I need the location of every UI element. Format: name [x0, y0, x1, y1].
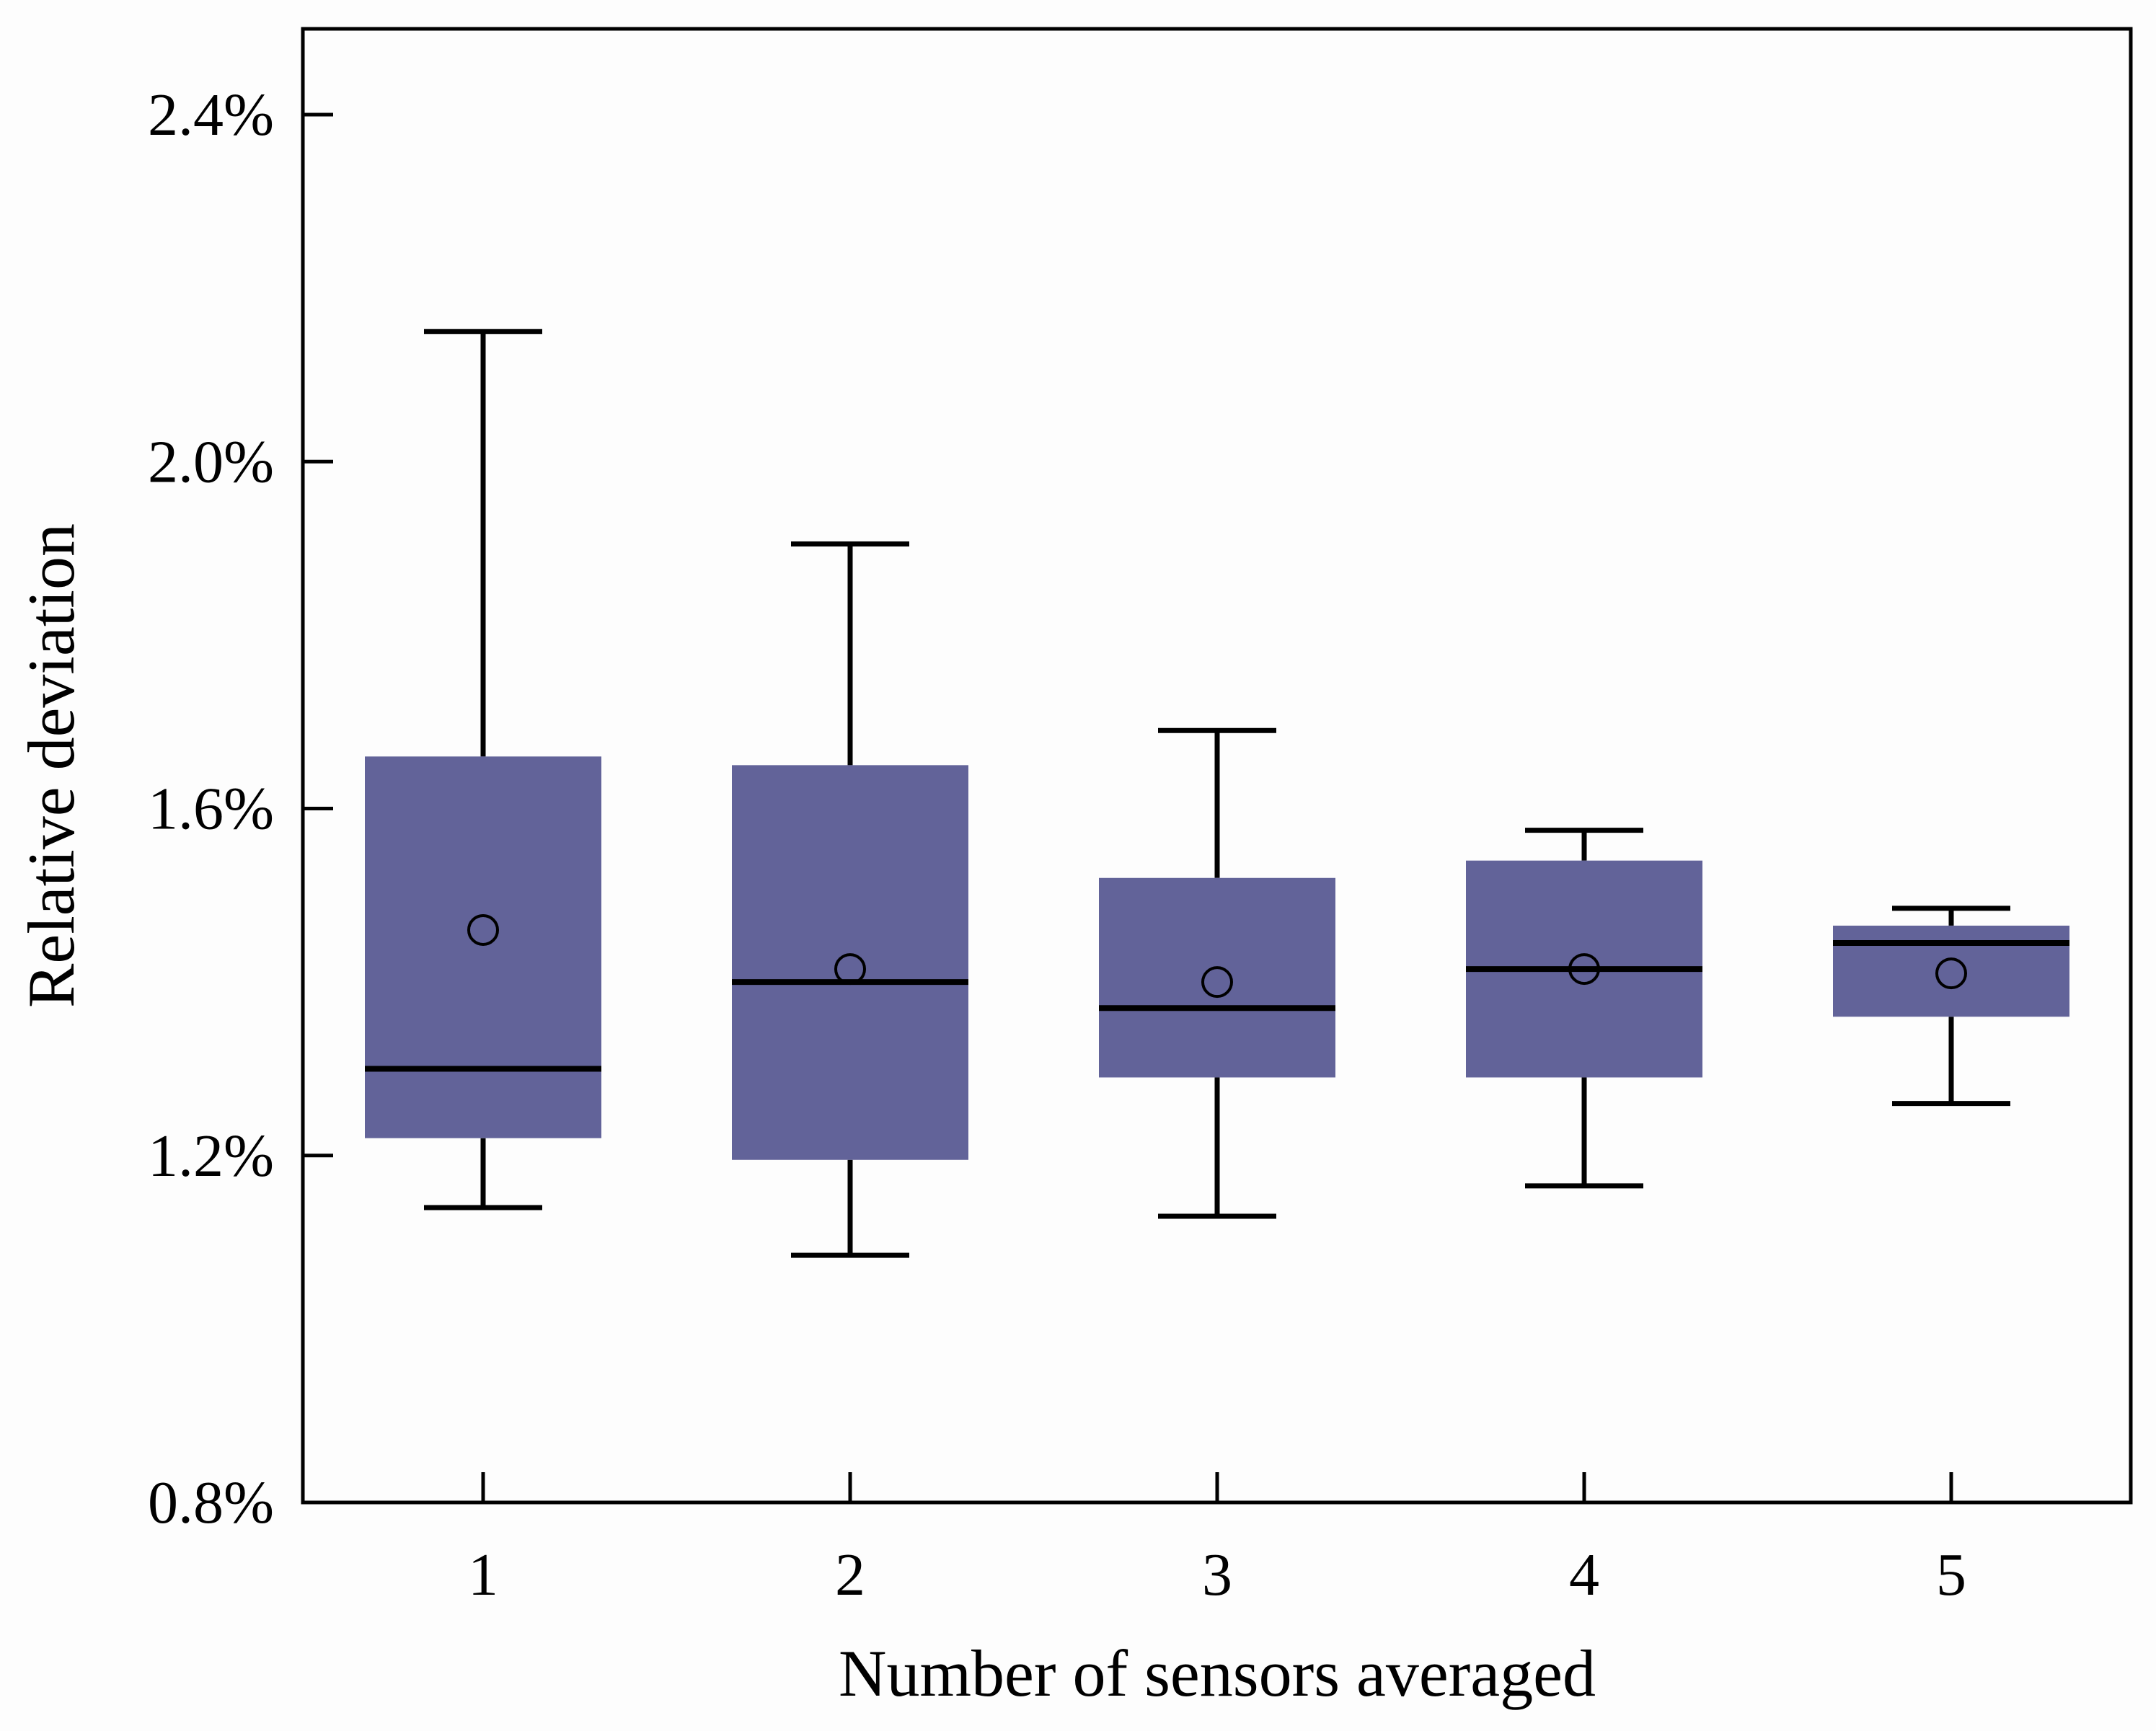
x-tick-label: 1	[468, 1541, 498, 1608]
box-group-3	[1099, 727, 1335, 1219]
mean-marker	[467, 913, 499, 946]
x-tick-label: 4	[1569, 1541, 1599, 1608]
x-tick-label: 3	[1202, 1541, 1232, 1608]
y-tick-label: 0.8%	[148, 1469, 274, 1536]
x-tick-label: 5	[1936, 1541, 1966, 1608]
box-group-2	[732, 541, 968, 1258]
plot-layer: 0.8% 1.2% 1.6% 2.0% 2.4% 1 2 3 4 5	[148, 27, 2133, 1608]
box-group-1	[365, 329, 601, 1210]
y-axis-title: Relative deviation	[14, 523, 88, 1008]
mean-marker	[1935, 957, 1967, 990]
iqr-box	[365, 756, 601, 1138]
mean-marker	[1568, 953, 1600, 986]
box-group-5	[1833, 906, 2069, 1107]
mean-marker	[1201, 966, 1233, 999]
iqr-box	[732, 765, 968, 1160]
y-tick-label: 2.4%	[148, 81, 274, 149]
y-tick-label: 2.0%	[148, 428, 274, 495]
box-group-4	[1466, 828, 1702, 1189]
x-tick-label: 2	[835, 1541, 865, 1608]
x-axis-title: Number of sensors averaged	[839, 1637, 1596, 1710]
iqr-box	[1833, 925, 2069, 1017]
iqr-box	[1099, 877, 1335, 1078]
y-tick-label: 1.2%	[148, 1123, 274, 1190]
mean-marker	[834, 953, 866, 986]
y-tick-label: 1.6%	[148, 776, 274, 843]
